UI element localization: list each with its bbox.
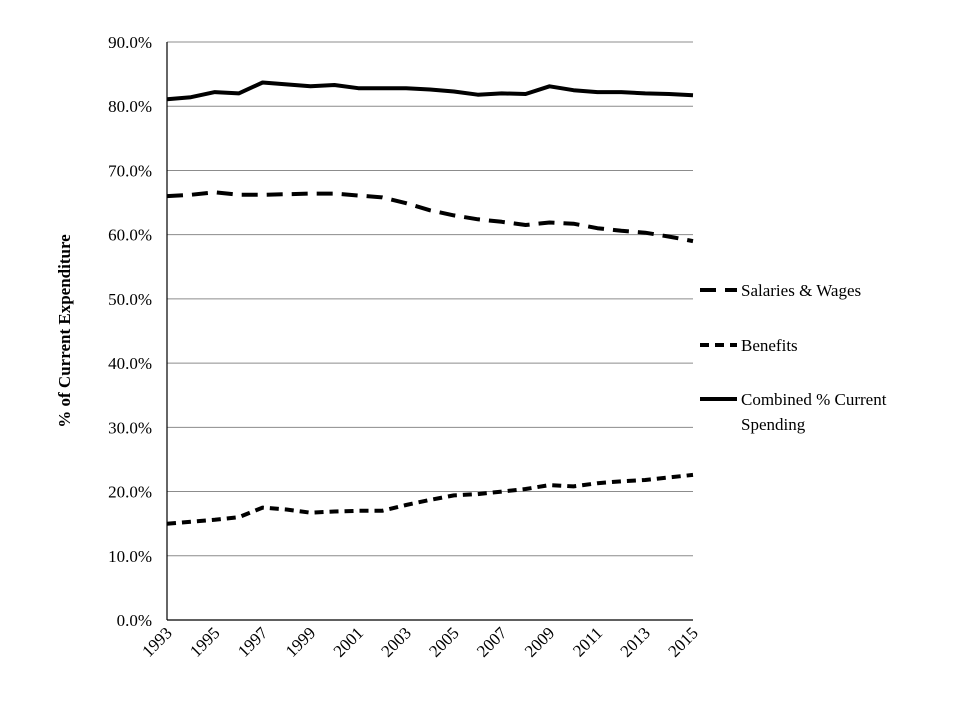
y-axis-ticks: 0.0% 10.0% 20.0% 30.0% 40.0% 50.0% 60.0% 70.0% 8… [108, 33, 152, 630]
series-lines [166, 80, 694, 526]
x-tick-label: 1995 [186, 623, 223, 660]
x-tick-label: 1997 [234, 623, 272, 661]
series-line-2 [166, 472, 694, 526]
x-tick-label: 2011 [569, 623, 606, 660]
y-tick-label: 10.0% [108, 547, 152, 566]
legend-label: Combined % Current Spending [741, 390, 887, 434]
series-line-3 [166, 80, 694, 102]
x-tick-label: 2005 [425, 623, 462, 660]
y-axis-label: % of Current Expenditure [55, 234, 74, 428]
y-tick-label: 70.0% [108, 161, 152, 180]
x-tick-label: 1999 [282, 623, 319, 660]
gridlines [167, 41, 693, 557]
y-tick-label: 90.0% [108, 33, 152, 52]
legend-label: Benefits [741, 336, 798, 355]
y-tick-label: 20.0% [108, 483, 152, 502]
x-tick-label: 2013 [617, 623, 654, 660]
y-tick-label: 40.0% [108, 354, 152, 373]
x-tick-label: 2009 [521, 623, 558, 660]
x-tick-label: 2015 [664, 623, 701, 660]
legend-label: Salaries & Wages [741, 281, 861, 300]
series-line-1 [166, 190, 694, 244]
x-axis-ticks: 1993 1995 1997 1999 2001 2003 2005 2007 2009 2011… [138, 623, 701, 661]
legend: Salaries & Wages Benefits Combined % Curre… [700, 281, 887, 434]
y-tick-label: 0.0% [117, 611, 152, 630]
x-tick-label: 2007 [473, 623, 511, 661]
x-tick-label: 2003 [377, 623, 414, 660]
y-tick-label: 60.0% [108, 226, 152, 245]
y-tick-label: 80.0% [108, 97, 152, 116]
y-tick-label: 50.0% [108, 290, 152, 309]
y-tick-label: 30.0% [108, 418, 152, 437]
x-tick-label: 2001 [330, 623, 367, 660]
